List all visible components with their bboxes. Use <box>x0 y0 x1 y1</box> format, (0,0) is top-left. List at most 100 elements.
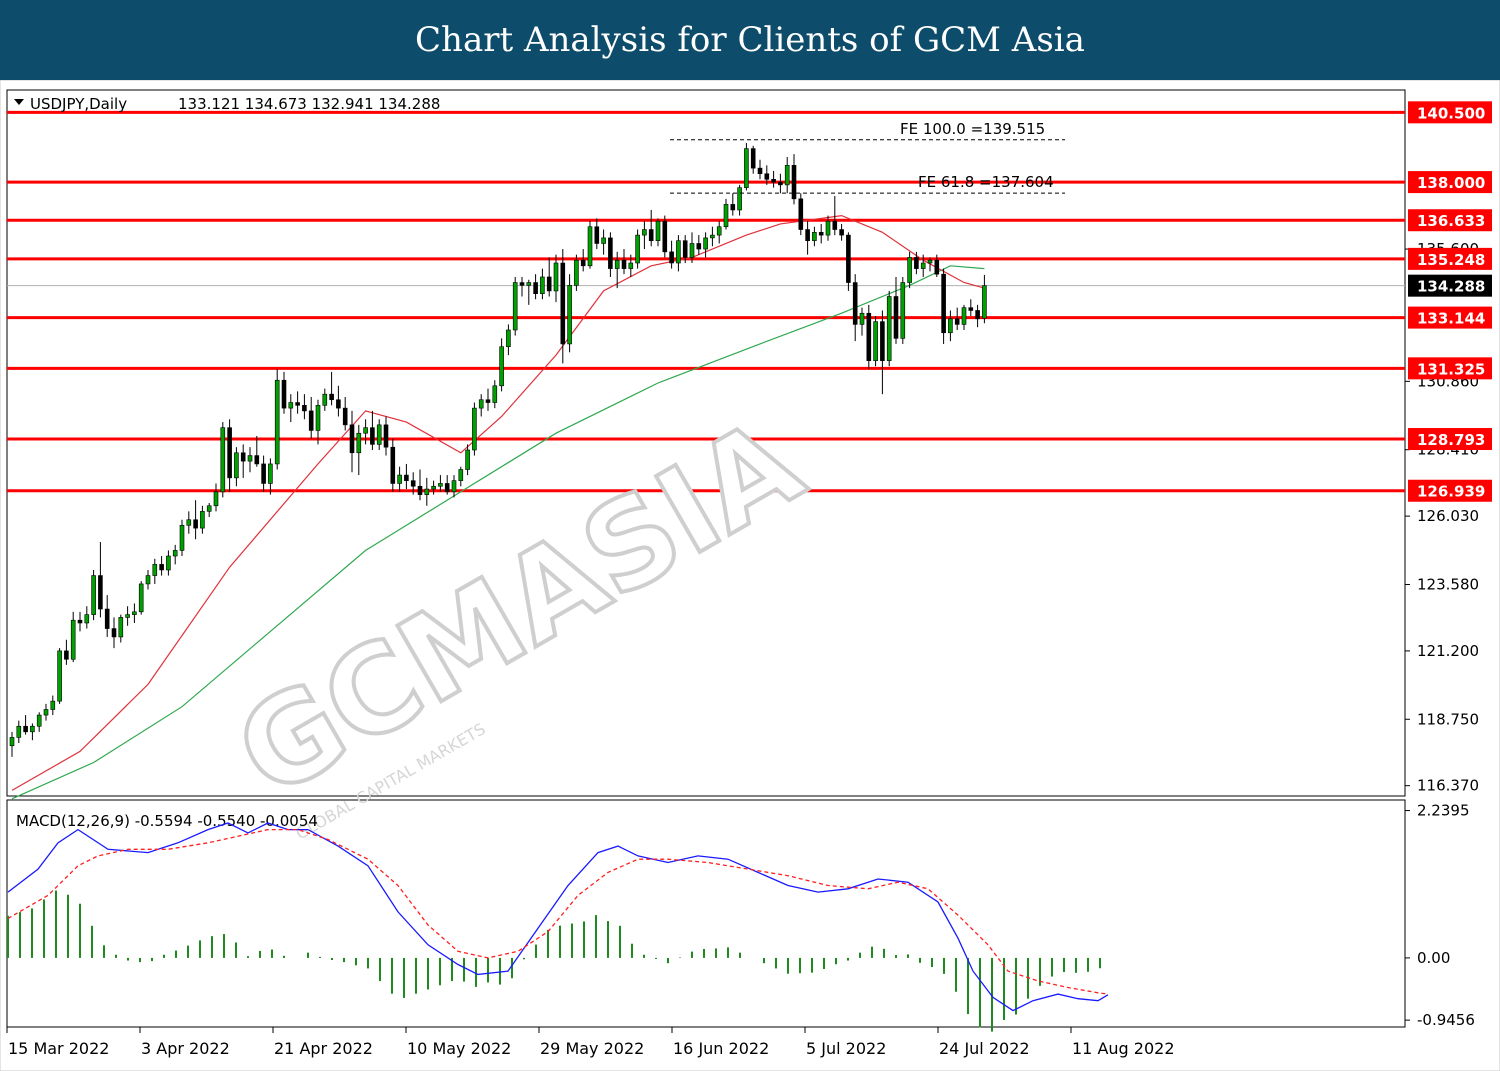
candle-body <box>451 480 457 493</box>
candle-body <box>716 226 722 236</box>
level-tag <box>1408 357 1492 380</box>
candle-body <box>98 575 103 610</box>
candle <box>784 156 790 194</box>
candle-body <box>268 463 273 484</box>
candle-body <box>9 737 15 747</box>
candle-body <box>390 446 396 484</box>
candle-body <box>431 485 436 490</box>
candle <box>152 558 158 584</box>
candle-body <box>900 282 906 339</box>
candle-body <box>485 399 491 403</box>
ohlc-label: 133.121 134.673 132.941 134.288 <box>178 95 440 113</box>
candle-body <box>444 483 450 493</box>
candle <box>676 235 681 272</box>
candle <box>342 396 348 431</box>
candle-body <box>465 449 470 470</box>
candle-body <box>669 251 674 264</box>
level-tag <box>1408 209 1492 232</box>
candle-body <box>567 285 572 345</box>
candle-body <box>118 617 124 638</box>
candle-body <box>920 262 926 269</box>
candle-body <box>832 220 838 230</box>
level-tag <box>1408 247 1492 270</box>
candle-body <box>689 243 695 258</box>
candle-body <box>288 402 294 409</box>
candle <box>839 223 844 241</box>
candle <box>526 279 532 305</box>
candle-body <box>635 234 640 264</box>
candle-body <box>873 321 878 361</box>
candle-body <box>662 220 668 253</box>
sma-red-line <box>11 214 985 791</box>
level-tag-label: 133.144 <box>1417 310 1485 328</box>
candle-body <box>336 399 341 409</box>
candle <box>608 232 613 277</box>
candle <box>329 371 334 406</box>
candle-body <box>886 296 892 361</box>
candle <box>227 419 232 492</box>
x-tick-label: 16 Jun 2022 <box>673 1039 769 1058</box>
candle <box>846 232 851 291</box>
candle <box>104 595 110 637</box>
candle <box>57 648 62 704</box>
candle <box>805 221 810 255</box>
candle <box>9 731 15 757</box>
candle <box>771 170 776 188</box>
candle <box>859 307 865 336</box>
candle-body <box>64 650 69 660</box>
candle-body <box>397 474 402 484</box>
candle-body <box>145 575 151 585</box>
candle-body <box>968 307 974 311</box>
candle <box>512 276 518 336</box>
candle <box>621 249 627 275</box>
candle <box>322 388 328 411</box>
candle <box>825 215 831 241</box>
candle-body <box>30 725 35 733</box>
candle-body <box>247 455 253 462</box>
fib-label: FE 61.8 =137.604 <box>918 173 1054 191</box>
candle-body <box>975 310 980 320</box>
candle-body <box>723 204 729 228</box>
candle <box>798 193 804 236</box>
candle <box>145 569 151 590</box>
candle-body <box>349 424 355 454</box>
candle <box>281 371 287 414</box>
candle <box>84 606 90 629</box>
candle <box>404 463 409 490</box>
candle-body <box>50 700 56 710</box>
candle <box>315 399 321 445</box>
candle-body <box>818 232 824 236</box>
candle-body <box>642 229 647 236</box>
candle <box>16 720 22 743</box>
candle-body <box>186 519 192 526</box>
candle <box>234 447 239 487</box>
candle-body <box>220 427 226 493</box>
candle-body <box>472 407 477 451</box>
candle <box>546 257 552 297</box>
macd-y-tick-label: 2.2395 <box>1417 802 1470 820</box>
candle-body <box>621 259 627 269</box>
candle <box>968 299 974 317</box>
candle-body <box>281 379 287 409</box>
candle <box>757 159 763 180</box>
candle <box>118 614 124 643</box>
candle <box>682 235 688 264</box>
candle <box>247 447 253 473</box>
candle <box>179 519 185 557</box>
candle-body <box>859 312 865 325</box>
candle-body <box>907 257 912 283</box>
candle-body <box>43 709 49 716</box>
candle <box>574 254 579 291</box>
candle-body <box>519 282 525 286</box>
candle-body <box>499 346 504 387</box>
candle-body <box>927 259 933 264</box>
macd-title: MACD(12,26,9) -0.5594 -0.5540 -0.0054 <box>16 812 318 830</box>
candle <box>648 209 654 247</box>
candle-body <box>84 614 90 624</box>
candle-body <box>784 165 790 186</box>
candle <box>812 226 817 247</box>
candle <box>580 249 586 272</box>
dropdown-triangle-icon <box>14 99 24 105</box>
current-price-label: 134.288 <box>1417 278 1485 296</box>
candle-body <box>880 321 885 361</box>
